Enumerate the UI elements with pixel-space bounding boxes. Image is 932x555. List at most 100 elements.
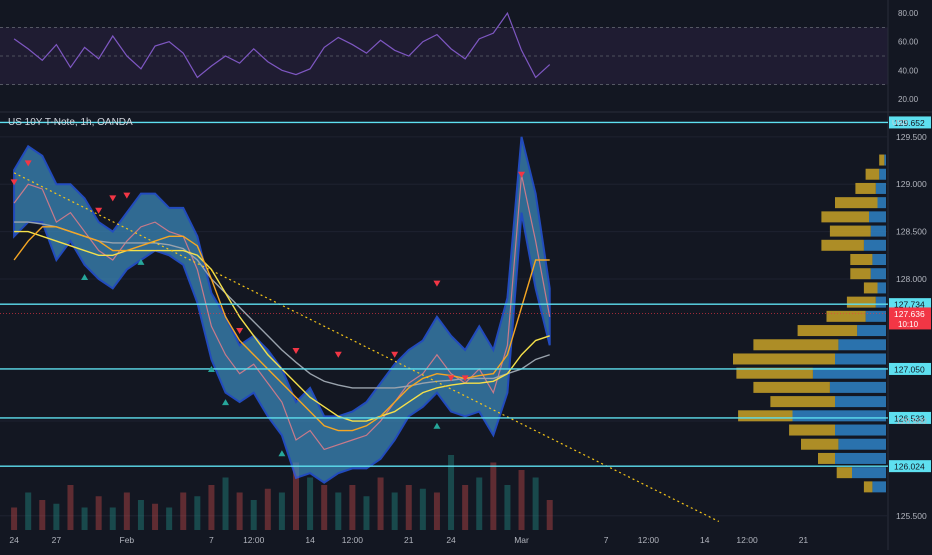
buy-signal-marker	[433, 422, 441, 429]
sell-signal-marker	[236, 328, 244, 335]
volume-profile-bar-up	[855, 182, 876, 194]
x-tick-label: 27	[52, 535, 62, 545]
volume-profile-bar-down	[835, 353, 886, 365]
volume-profile-bar-down	[870, 268, 886, 280]
buy-signal-marker	[278, 450, 286, 457]
level-price-tag	[889, 298, 931, 311]
volume-profile-bar-up	[863, 282, 878, 294]
volume-profile-bar-down	[872, 481, 886, 493]
volume-bar	[39, 500, 46, 530]
x-tick-label: 12:00	[638, 535, 660, 545]
volume-bar	[123, 492, 130, 530]
x-tick-label: 12:00	[342, 535, 364, 545]
price-tick-label: 128.000	[896, 274, 927, 284]
volume-profile-bar-down	[863, 239, 886, 251]
last-price-label: 127.636	[894, 309, 925, 319]
buy-signal-marker	[81, 274, 89, 281]
volume-profile-bar-down	[865, 310, 886, 322]
volume-profile-bar-down	[838, 339, 886, 351]
volume-profile-bar-up	[836, 467, 852, 479]
volume-bar	[250, 500, 257, 530]
rsi-line	[13, 11, 551, 79]
volume-profile-bar-down	[875, 182, 886, 194]
volume-profile-bar-up	[789, 424, 835, 436]
volume-profile-bar-down	[857, 325, 886, 337]
volume-bar	[236, 492, 243, 530]
sell-signal-marker	[461, 375, 469, 382]
volume-profile-bar-down	[875, 296, 886, 308]
volume-bar	[433, 492, 440, 530]
price-line	[13, 174, 551, 451]
trendline	[13, 172, 720, 523]
rsi-tick-label: 60.00	[898, 38, 919, 47]
price-tick-label: 126.500	[896, 416, 927, 426]
sell-signal-marker	[334, 351, 342, 358]
volume-profile-bar-up	[826, 310, 866, 322]
level-price-label: 126.024	[894, 462, 925, 472]
volume-profile-bar-up	[821, 239, 864, 251]
level-price-label: 127.734	[894, 300, 925, 310]
volume-profile-bar-up	[846, 296, 876, 308]
level-price-label: 126.533	[894, 413, 925, 423]
volume-profile-bar-down	[835, 452, 886, 464]
volume-bar	[166, 507, 173, 530]
volume-profile-bar-up	[835, 197, 878, 209]
volume-bar	[363, 496, 370, 530]
volume-profile-bar-down	[838, 438, 886, 450]
volume-bar	[518, 470, 525, 530]
volume-bar	[321, 485, 328, 530]
x-tick-label: 21	[799, 535, 809, 545]
x-tick-label: 7	[209, 535, 214, 545]
volume-bar	[391, 492, 398, 530]
last-price-tag	[889, 307, 931, 330]
volume-profile-bar-up	[797, 325, 858, 337]
level-price-label: 129.652	[894, 118, 925, 128]
price-tick-label: 128.500	[896, 227, 927, 237]
volume-bar	[377, 477, 384, 530]
symbol-legend[interactable]: US 10Y T-Note, 1h, OANDA	[8, 117, 133, 128]
volume-bar	[532, 477, 539, 530]
volume-bar	[222, 477, 229, 530]
volume-bar	[81, 507, 88, 530]
volume-profile-bar-down	[877, 197, 886, 209]
buy-signal-marker	[222, 399, 230, 406]
volume-bar	[462, 485, 469, 530]
volume-bar	[278, 492, 285, 530]
volume-profile-bar-down	[870, 225, 886, 237]
sell-signal-marker	[518, 171, 526, 178]
sell-signal-marker	[95, 207, 103, 214]
volume-bar	[11, 507, 18, 530]
level-price-label: 127.050	[894, 364, 925, 374]
volume-bar	[109, 507, 116, 530]
volume-profile-bar-down	[852, 467, 886, 479]
volume-profile-bar-up	[818, 452, 835, 464]
sell-signal-marker	[24, 160, 32, 167]
volume-profile-bar-down	[877, 282, 886, 294]
volume-profile-bar-down	[792, 410, 886, 422]
volume-profile-bar-down	[879, 168, 886, 180]
rsi-tick-label: 20.00	[898, 95, 919, 104]
level-price-tag	[889, 116, 931, 129]
volume-bar	[490, 462, 497, 530]
volume-bar	[67, 485, 74, 530]
sell-signal-marker	[10, 179, 18, 186]
sell-signal-marker	[123, 192, 131, 199]
bar-countdown-label: 10:10	[898, 320, 919, 329]
x-tick-label: 12:00	[736, 535, 758, 545]
volume-bar	[95, 496, 102, 530]
volume-profile-bar-up	[879, 154, 885, 166]
volume-bar	[349, 485, 356, 530]
sell-signal-marker	[433, 280, 441, 287]
rsi-tick-label: 80.00	[898, 9, 919, 18]
price-tick-label: 125.500	[896, 511, 927, 521]
volume-profile-bar-down	[829, 381, 886, 393]
volume-profile-bar-up	[738, 410, 793, 422]
volume-bar	[208, 485, 215, 530]
volume-bar	[264, 488, 271, 530]
x-tick-label: 24	[446, 535, 456, 545]
volume-profile-bar-up	[865, 168, 880, 180]
sell-signal-marker	[391, 351, 399, 358]
sell-signal-marker	[109, 195, 117, 202]
